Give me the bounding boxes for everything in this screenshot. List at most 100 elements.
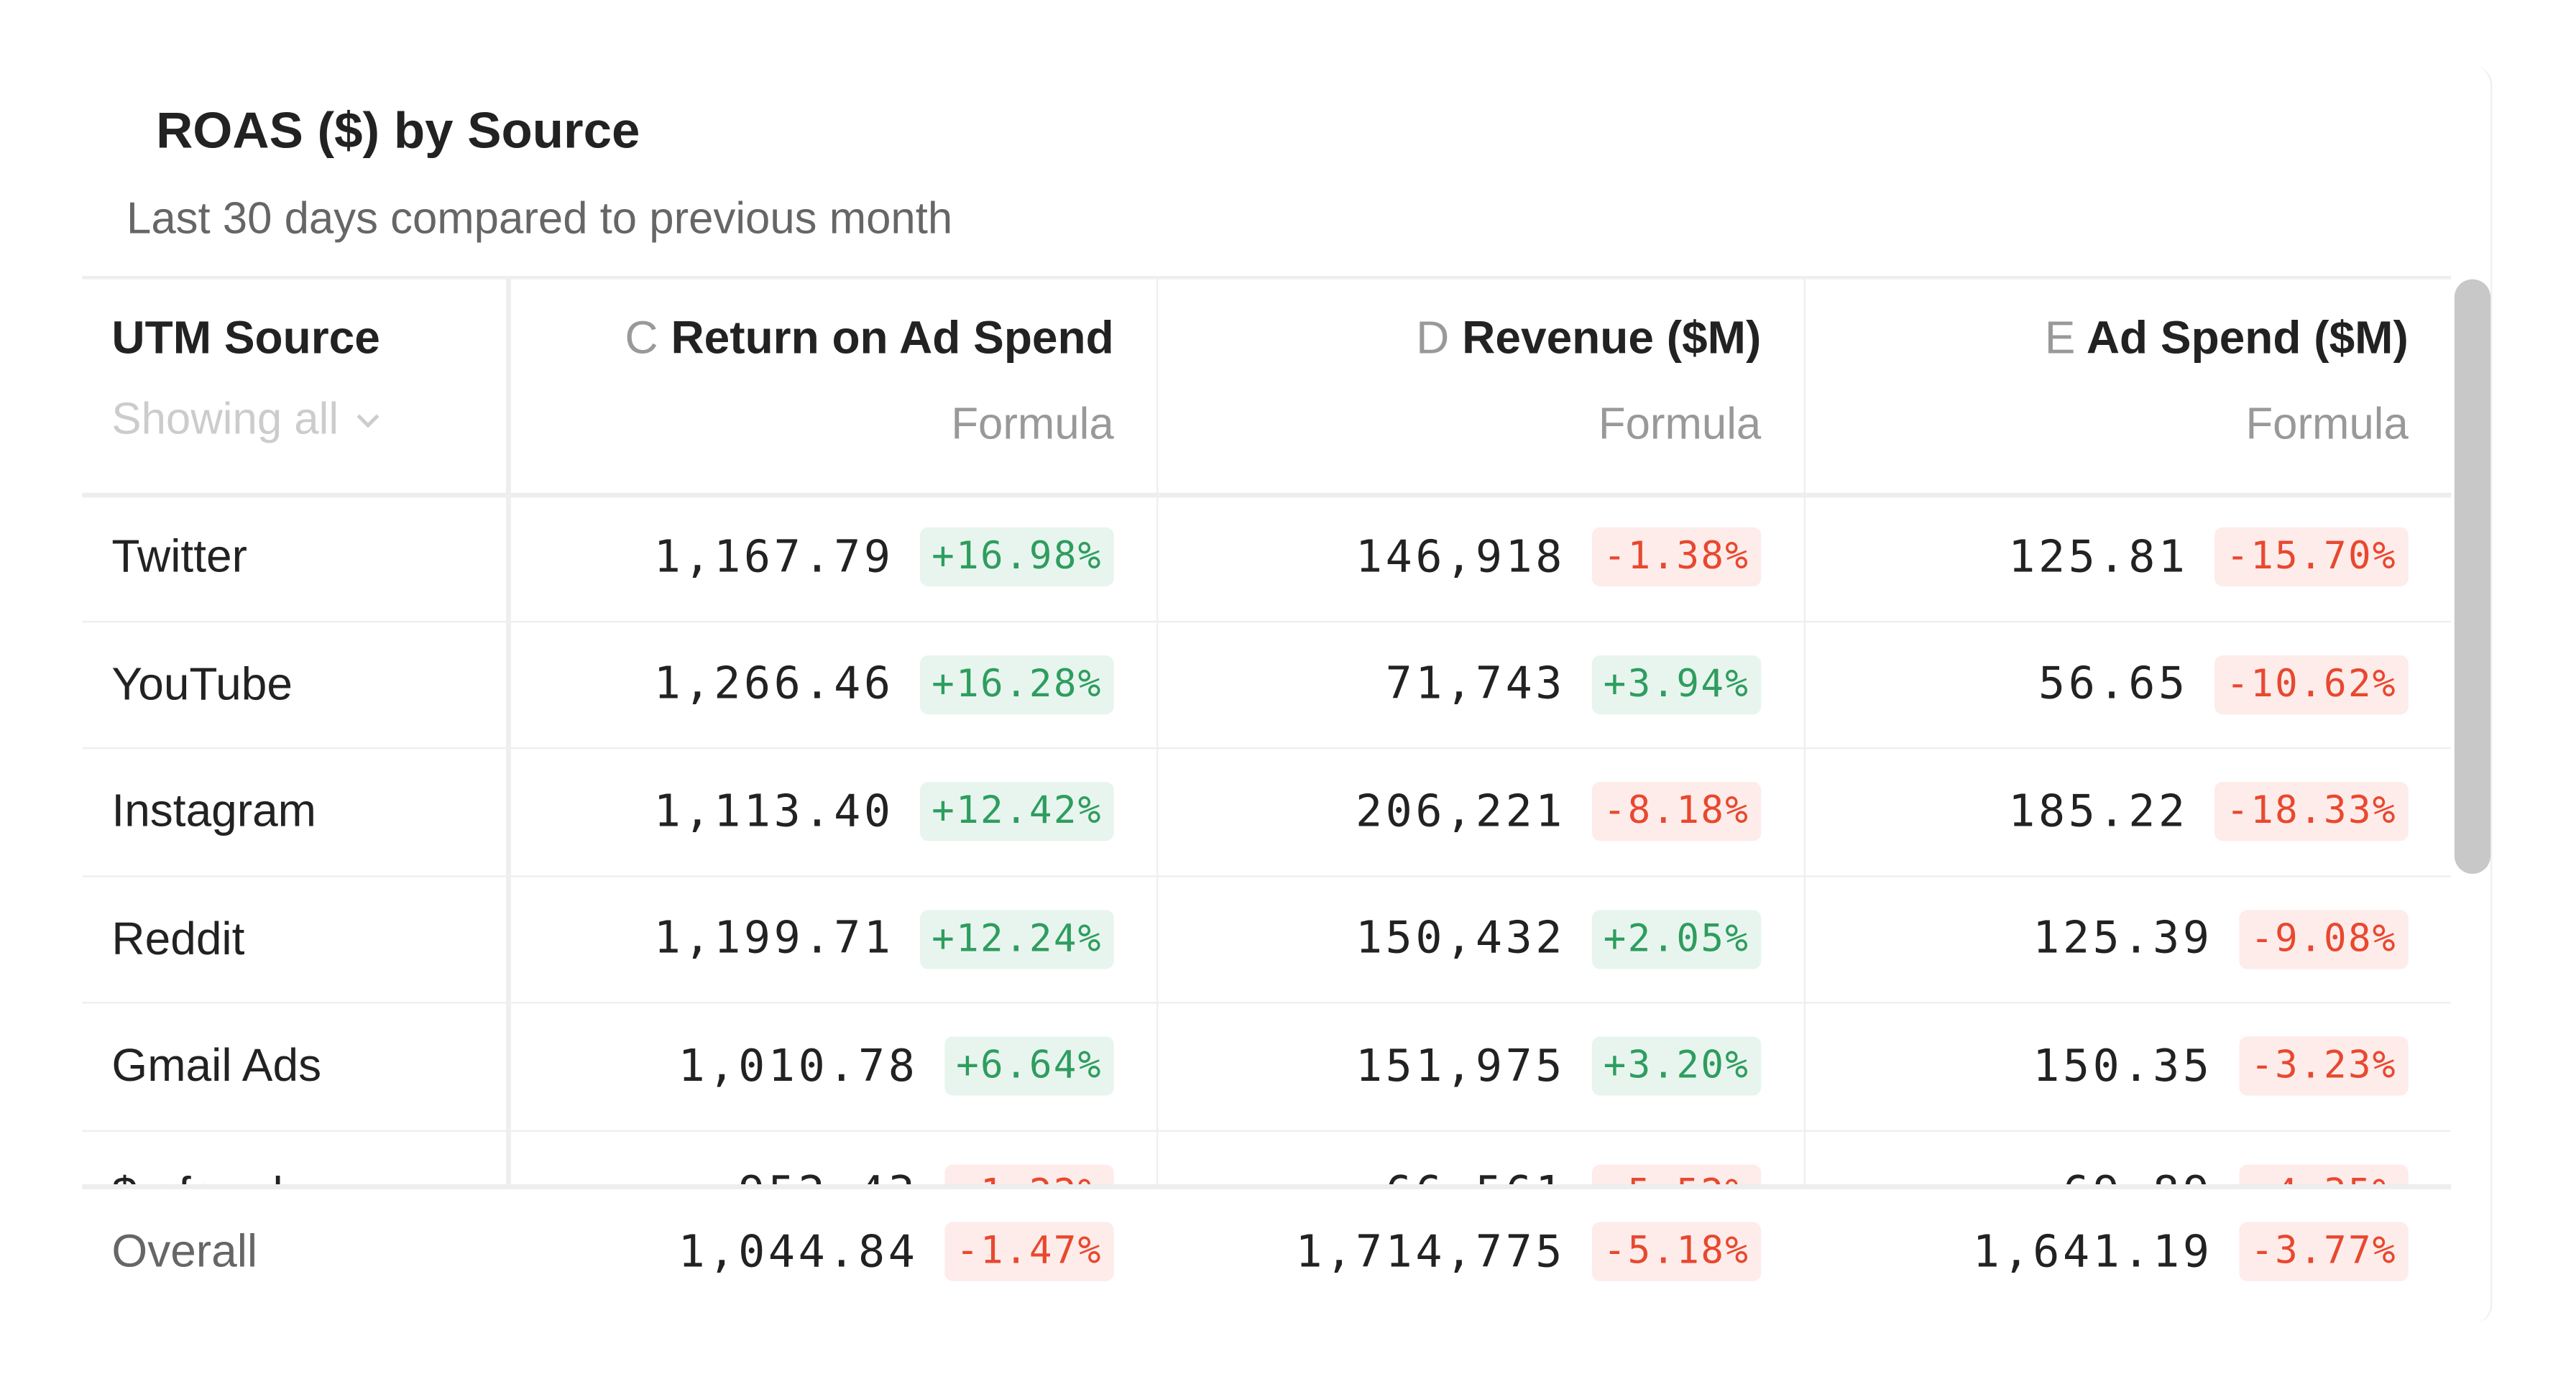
revenue-cell: 71,743 +3.94% bbox=[1158, 622, 1762, 747]
roas-value: 952.43 bbox=[738, 1168, 918, 1184]
column-ad-spend: E Ad Spend ($M) Formula bbox=[1806, 276, 2451, 1184]
row-source: Twitter bbox=[111, 530, 247, 582]
change-badge: -18.33% bbox=[2214, 781, 2409, 842]
spend-value: 1,641.19 bbox=[1972, 1226, 2213, 1278]
change-badge: -15.70% bbox=[2214, 527, 2409, 586]
column-type: Formula bbox=[1598, 399, 1762, 448]
change-badge: +3.94% bbox=[1591, 654, 1762, 714]
roas-value: 1,044.84 bbox=[678, 1226, 919, 1278]
vertical-scrollbar[interactable] bbox=[2454, 279, 2491, 1324]
column-header[interactable]: UTM Source bbox=[111, 312, 380, 364]
column-letter: E bbox=[2044, 312, 2076, 364]
column-roas: C Return on Ad Spend Formula bbox=[511, 275, 1159, 1184]
revenue-value: 71,743 bbox=[1385, 658, 1566, 710]
roas-value: 1,010.78 bbox=[678, 1040, 919, 1092]
row-source: $referral bbox=[111, 1131, 282, 1184]
roas-cell: 1,199.71 +12.24% bbox=[511, 876, 1114, 1001]
column-utm-source: UTM Source Showing all bbox=[82, 275, 511, 1184]
revenue-value: 66,561 bbox=[1386, 1168, 1565, 1184]
table-body[interactable]: Twitter 1,167.79 +16.98% 146,918 -1.38% 12… bbox=[82, 494, 2452, 1184]
card-title: ROAS ($) by Source bbox=[156, 101, 640, 160]
column-title: Revenue ($M) bbox=[1462, 312, 1762, 364]
spend-value: 56.65 bbox=[2038, 658, 2189, 710]
revenue-cell: 150,432 +2.05% bbox=[1158, 876, 1762, 1001]
filter-label: Showing all bbox=[111, 394, 339, 444]
change-badge: -1.22% bbox=[944, 1163, 1114, 1184]
revenue-value: 206,221 bbox=[1355, 785, 1566, 837]
change-badge: -5.18% bbox=[1591, 1222, 1762, 1281]
row-source: Instagram bbox=[111, 785, 316, 836]
chevron-down-icon bbox=[356, 413, 380, 428]
row-source: Gmail Ads bbox=[111, 1039, 322, 1091]
overall-row: Overall 1,044.84 -1.47% 1,714,775 -5.18% 1… bbox=[82, 1184, 2452, 1327]
revenue-cell: 1,714,775 -5.18% bbox=[1158, 1189, 1762, 1314]
revenue-value: 151,975 bbox=[1355, 1040, 1566, 1092]
change-badge: +3.20% bbox=[1591, 1036, 1762, 1096]
card-subtitle: Last 30 days compared to previous month bbox=[126, 193, 953, 244]
change-badge: +6.64% bbox=[944, 1036, 1114, 1096]
filter-dropdown[interactable]: Showing all bbox=[111, 395, 381, 446]
change-badge: -3.77% bbox=[2239, 1222, 2409, 1281]
column-header[interactable]: D Revenue ($M) bbox=[1416, 312, 1761, 364]
change-badge: -10.62% bbox=[2214, 654, 2409, 714]
column-type: Formula bbox=[2245, 399, 2409, 448]
roas-value: 1,167.79 bbox=[653, 531, 894, 583]
column-header[interactable]: E Ad Spend ($M) bbox=[2045, 312, 2409, 364]
revenue-cell: 146,918 -1.38% bbox=[1158, 494, 1762, 619]
change-badge: -5.52% bbox=[1591, 1163, 1762, 1184]
change-badge: -1.47% bbox=[944, 1222, 1114, 1281]
revenue-cell: 151,975 +3.20% bbox=[1158, 1004, 1762, 1129]
spend-value: 125.81 bbox=[2008, 531, 2189, 583]
roas-cell: 1,266.46 +16.28% bbox=[511, 622, 1114, 747]
spend-value: 125.39 bbox=[2033, 913, 2213, 964]
revenue-value: 1,714,775 bbox=[1295, 1226, 1566, 1278]
column-header[interactable]: C Return on Ad Spend bbox=[625, 312, 1113, 364]
roas-value: 1,266.46 bbox=[653, 658, 894, 710]
roas-value: 1,113.40 bbox=[653, 785, 894, 837]
column-letter: D bbox=[1416, 312, 1450, 364]
spend-value: 185.22 bbox=[2008, 785, 2189, 837]
change-badge: -9.08% bbox=[2239, 909, 2409, 969]
table-row[interactable]: YouTube 1,266.46 +16.28% 71,743 +3.94% 56.… bbox=[82, 622, 2452, 750]
table-header bbox=[82, 275, 2452, 498]
change-badge: +16.98% bbox=[920, 527, 1114, 586]
table-row[interactable]: $referral 952.43 -1.22% 66,561 -5.52% 69.8… bbox=[82, 1131, 2451, 1184]
change-badge: -4.35% bbox=[2239, 1163, 2409, 1184]
change-badge: +12.24% bbox=[920, 909, 1114, 969]
spend-value: 150.35 bbox=[2033, 1040, 2213, 1092]
spend-cell: 125.81 -15.70% bbox=[1806, 494, 2409, 619]
roas-cell: 952.43 -1.22% bbox=[511, 1131, 1114, 1184]
spend-cell: 69.89 -4.35% bbox=[1806, 1131, 2409, 1184]
change-badge: +16.28% bbox=[920, 654, 1114, 714]
change-badge: -8.18% bbox=[1591, 781, 1762, 842]
table-row[interactable]: Reddit 1,199.71 +12.24% 150,432 +2.05% 125… bbox=[82, 876, 2452, 1004]
column-title: Ad Spend ($M) bbox=[2086, 312, 2409, 364]
spend-cell: 56.65 -10.62% bbox=[1806, 622, 2409, 747]
change-badge: +2.05% bbox=[1591, 909, 1762, 969]
column-revenue: D Revenue ($M) Formula bbox=[1158, 275, 1806, 1184]
column-title: Return on Ad Spend bbox=[671, 312, 1114, 364]
roas-cell: 1,010.78 +6.64% bbox=[511, 1004, 1114, 1129]
revenue-cell: 66,561 -5.52% bbox=[1158, 1131, 1762, 1184]
spend-cell: 150.35 -3.23% bbox=[1806, 1004, 2409, 1129]
column-type: Formula bbox=[951, 399, 1114, 448]
row-source: YouTube bbox=[111, 658, 293, 709]
roas-cell: 1,113.40 +12.42% bbox=[511, 749, 1114, 874]
row-source: Reddit bbox=[111, 912, 245, 964]
spend-value: 69.89 bbox=[2063, 1168, 2213, 1184]
column-letter: C bbox=[625, 312, 658, 364]
table-row[interactable]: Instagram 1,113.40 +12.42% 206,221 -8.18% … bbox=[82, 749, 2452, 877]
revenue-cell: 206,221 -8.18% bbox=[1158, 749, 1762, 874]
revenue-value: 150,432 bbox=[1355, 913, 1566, 964]
table-row[interactable]: Twitter 1,167.79 +16.98% 146,918 -1.38% 12… bbox=[82, 494, 2452, 622]
roas-cell: 1,167.79 +16.98% bbox=[511, 494, 1114, 619]
table-row[interactable]: Gmail Ads 1,010.78 +6.64% 151,975 +3.20% 1… bbox=[82, 1004, 2452, 1131]
revenue-value: 146,918 bbox=[1355, 531, 1566, 583]
row-source: Overall bbox=[111, 1225, 258, 1276]
roas-value: 1,199.71 bbox=[653, 913, 894, 964]
roas-cell: 1,044.84 -1.47% bbox=[511, 1189, 1114, 1314]
spend-cell: 1,641.19 -3.77% bbox=[1806, 1189, 2409, 1314]
scrollbar-thumb[interactable] bbox=[2454, 279, 2491, 874]
roas-card: ROAS ($) by Source Last 30 days compared… bbox=[82, 65, 2493, 1327]
spend-cell: 125.39 -9.08% bbox=[1806, 876, 2409, 1001]
